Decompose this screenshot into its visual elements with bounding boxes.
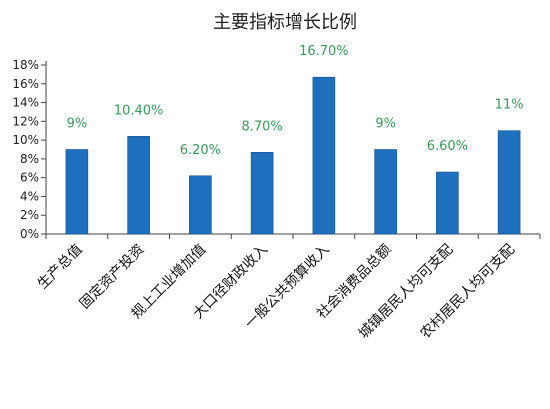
- bars: [65, 76, 521, 235]
- data-label: 8.70%: [241, 119, 282, 134]
- y-tick-label: 10%: [12, 133, 39, 147]
- y-tick-label: 8%: [20, 152, 39, 166]
- bar: [312, 76, 336, 235]
- y-tick-label: 16%: [12, 77, 39, 91]
- y-tick-label: 2%: [20, 208, 39, 222]
- y-tick-label: 0%: [20, 227, 39, 241]
- bar: [127, 136, 150, 235]
- category-label: 生产总值: [35, 242, 86, 293]
- data-label: 10.40%: [114, 103, 164, 118]
- y-tick-label: 4%: [20, 189, 39, 203]
- bar: [436, 171, 459, 235]
- y-tick-label: 6%: [20, 171, 39, 185]
- bar: [189, 175, 212, 235]
- y-tick-label: 14%: [12, 96, 39, 110]
- data-label: 16.70%: [299, 44, 349, 59]
- data-label: 6.60%: [427, 139, 468, 154]
- bar: [497, 130, 521, 235]
- data-label: 11%: [495, 98, 524, 113]
- category-labels: 生产总值固定资产投资规上工业增加值大口径财政收入一般公共预算收入社会消费品总额城…: [35, 242, 518, 342]
- data-label: 9%: [375, 117, 396, 132]
- y-tick-label: 12%: [12, 114, 39, 128]
- x-axis: [45, 233, 541, 239]
- chart-title: 主要指标增长比例: [213, 12, 357, 33]
- y-tick-label: 18%: [12, 58, 39, 72]
- data-label: 6.20%: [180, 143, 221, 158]
- bar: [374, 149, 397, 235]
- data-label: 9%: [67, 117, 88, 132]
- data-labels: 9% 10.40% 6.20% 8.70% 16.70% 9% 6.60% 11%: [67, 44, 524, 158]
- bar: [65, 149, 89, 235]
- y-axis: 0% 2% 4% 6% 8% 10% 12% 14% 16% 18%: [12, 58, 47, 241]
- bar: [250, 152, 274, 235]
